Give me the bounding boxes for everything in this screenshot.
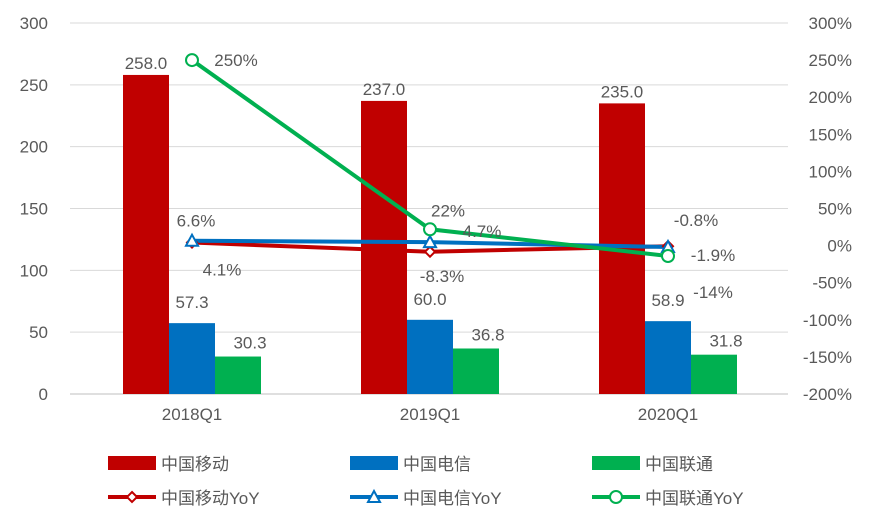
y-tick-label: 0 <box>39 385 48 404</box>
bar-中国联通 <box>453 348 499 394</box>
y2-tick-label: 150% <box>809 125 852 144</box>
line-data-label: 4.1% <box>203 261 242 280</box>
bar-中国移动 <box>123 74 169 394</box>
y2-tick-label: 250% <box>809 51 852 70</box>
legend-label: 中国移动 <box>161 455 229 474</box>
legend-label: 中国电信YoY <box>403 489 502 508</box>
legend-label: 中国联通YoY <box>645 489 744 508</box>
bar-中国电信 <box>645 321 691 394</box>
line-data-label: 22% <box>431 201 465 220</box>
line-data-label: -14% <box>693 283 733 302</box>
y2-tick-label: -50% <box>812 274 852 293</box>
bar-中国联通 <box>215 356 261 394</box>
y-tick-label: 300 <box>20 14 48 33</box>
y-tick-label: 200 <box>20 138 48 157</box>
legend-label: 中国电信 <box>403 455 471 474</box>
x-tick-label: 2019Q1 <box>400 405 461 424</box>
bar-中国联通 <box>691 354 737 394</box>
marker-circle <box>185 53 199 68</box>
marker-triangle <box>184 232 200 247</box>
marker-diamond <box>125 490 139 504</box>
data-label: 258.0 <box>125 54 168 73</box>
x-tick-label: 2018Q1 <box>162 405 223 424</box>
line-data-label: -0.8% <box>674 211 718 230</box>
y2-tick-label: -200% <box>803 385 852 404</box>
data-label: 58.9 <box>651 291 684 310</box>
data-label: 30.3 <box>233 334 266 353</box>
line-data-label: 250% <box>214 51 257 70</box>
line-data-label: -1.9% <box>691 246 735 265</box>
y-tick-label: 100 <box>20 261 48 280</box>
marker-circle <box>423 222 437 237</box>
y2-tick-label: -100% <box>803 311 852 330</box>
x-tick-label: 2020Q1 <box>638 405 699 424</box>
y-tick-label: 50 <box>29 323 48 342</box>
data-label: 57.3 <box>175 293 208 312</box>
y2-tick-label: 0% <box>827 237 852 256</box>
legend-swatch <box>592 456 640 470</box>
data-label: 60.0 <box>413 290 446 309</box>
marker-triangle <box>366 488 382 503</box>
y2-tick-label: 200% <box>809 88 852 107</box>
marker-triangle <box>422 234 438 249</box>
data-label: 237.0 <box>363 80 406 99</box>
line-data-label: 6.6% <box>177 212 216 231</box>
legend-label: 中国联通 <box>645 455 713 474</box>
bar-中国电信 <box>169 323 215 394</box>
marker-circle <box>609 490 623 504</box>
y2-tick-label: 100% <box>809 162 852 181</box>
y2-tick-label: 50% <box>818 200 852 219</box>
line-data-label: -8.3% <box>420 267 464 286</box>
y2-tick-label: 300% <box>809 14 852 33</box>
data-label: 235.0 <box>601 82 644 101</box>
line-data-label: 4.7% <box>463 222 502 241</box>
y2-tick-label: -150% <box>803 348 852 367</box>
y-tick-label: 150 <box>20 200 48 219</box>
legend-label: 中国移动YoY <box>161 489 260 508</box>
bar-中国电信 <box>407 319 453 394</box>
y-tick-label: 250 <box>20 76 48 95</box>
marker-diamond <box>423 245 437 259</box>
legend-swatch <box>350 456 398 470</box>
data-label: 36.8 <box>471 325 504 344</box>
legend-swatch <box>108 456 156 470</box>
marker-circle <box>661 248 675 263</box>
data-label: 31.8 <box>709 332 742 351</box>
